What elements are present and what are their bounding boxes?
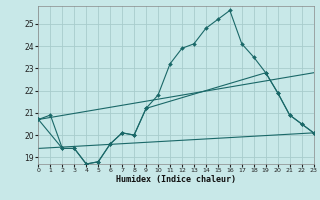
X-axis label: Humidex (Indice chaleur): Humidex (Indice chaleur) [116,175,236,184]
